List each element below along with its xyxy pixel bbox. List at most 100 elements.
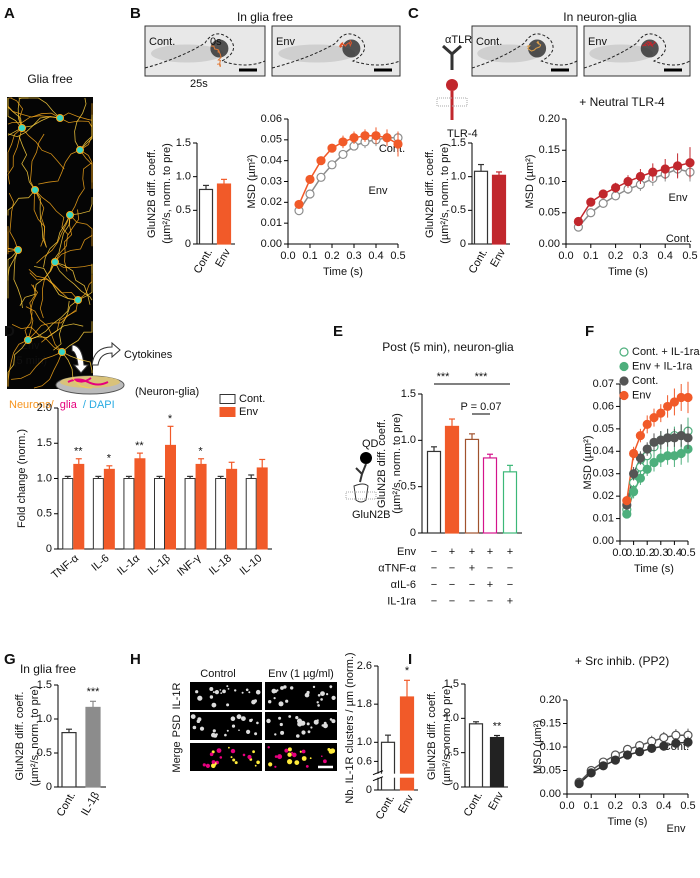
neurite [38, 149, 81, 185]
spot-shadow [278, 44, 356, 63]
point [610, 191, 621, 201]
x-tick-label: Cont. [55, 790, 79, 819]
bar [184, 478, 196, 550]
axis-break-mark [372, 776, 384, 782]
neurite [27, 284, 38, 341]
stain-legend: Neurons/ glia / DAPI [9, 399, 115, 411]
nucleus [14, 246, 22, 254]
panel-title: In neuron-glia [563, 10, 637, 24]
nucleus [31, 186, 39, 194]
y-tick-label: 0.04 [261, 155, 282, 167]
point [635, 453, 646, 463]
y-axis-label: (µm²/s, norm. to pre) [441, 685, 453, 785]
panel-letter: F [585, 323, 594, 340]
cluster [301, 730, 306, 735]
treatment-sign: − [431, 546, 437, 558]
cluster [212, 691, 215, 694]
nucleus [51, 258, 59, 266]
significance: * [168, 413, 173, 425]
cluster [316, 701, 319, 704]
significance: * [405, 665, 410, 677]
point [647, 743, 657, 754]
x-tick-label: 0.1 [584, 800, 599, 812]
cluster [280, 730, 285, 735]
cluster [307, 730, 311, 734]
neurite [18, 97, 61, 119]
treatment-sign: + [487, 546, 493, 558]
y-tick-label: 1.5 [444, 678, 459, 690]
neurite [7, 115, 61, 125]
row-label: Merge [171, 741, 183, 772]
x-tick-label: 0.3 [346, 250, 361, 262]
bar [215, 478, 227, 550]
cluster [209, 687, 214, 691]
bar [154, 478, 165, 550]
y-axis-label: Nb. IL-1R clusters / µm (norm.) [344, 652, 356, 803]
cluster [331, 719, 336, 724]
cluster [316, 719, 319, 722]
point [676, 448, 686, 459]
cluster [285, 699, 289, 703]
cluster [215, 733, 218, 736]
point [649, 457, 659, 468]
cluster [266, 718, 271, 724]
neurite [24, 284, 36, 341]
panel-letter: C [408, 5, 419, 22]
cluster [279, 722, 283, 727]
point [598, 198, 608, 208]
neurite [11, 351, 63, 380]
cluster [197, 695, 203, 701]
y-axis-label: MSD (µm²) [524, 155, 536, 209]
point [683, 737, 693, 747]
cluster [322, 723, 328, 729]
point [683, 433, 693, 443]
row-label: PSD [171, 715, 183, 738]
cluster [254, 764, 257, 767]
legend-label: Env [239, 406, 258, 418]
treatment-sign: − [449, 562, 455, 574]
y-tick-label: 0.06 [593, 400, 614, 412]
series-label: Env [669, 192, 688, 204]
y-tick-label: 0.5 [444, 747, 459, 759]
point [294, 199, 304, 210]
y-tick-label: 0 [46, 781, 52, 793]
cluster [330, 686, 332, 689]
y-tick-label: 0 [460, 238, 466, 250]
treatment-sign: − [449, 595, 455, 607]
neurite [29, 272, 79, 301]
cluster [248, 756, 251, 759]
cluster [245, 688, 249, 692]
y-tick-label: 1.0 [37, 472, 52, 484]
cluster [254, 700, 257, 703]
antibody [355, 463, 367, 483]
cluster [301, 749, 306, 754]
panel-letter: B [130, 5, 141, 22]
point [316, 156, 326, 166]
cluster [287, 759, 293, 765]
point [642, 419, 652, 429]
treatment-sign: − [449, 579, 455, 591]
bar [464, 438, 480, 534]
y-tick-label: 0.10 [540, 741, 561, 753]
treatment-label: αIL-6 [391, 579, 416, 591]
y-tick-label: 1.0 [37, 713, 52, 725]
bar [473, 170, 489, 245]
bar [216, 183, 232, 245]
point [685, 158, 695, 168]
y-tick-label: 0.02 [593, 490, 614, 502]
micrograph-grid [190, 682, 337, 771]
series-label: Cont. [666, 233, 692, 245]
bar [73, 463, 85, 550]
treatment-sign: − [431, 579, 437, 591]
cluster [249, 718, 253, 723]
cluster [199, 726, 205, 731]
spot-shadow [589, 44, 653, 63]
row-label: IL-1R [171, 682, 183, 709]
y-tick-label: 0.06 [261, 113, 282, 125]
cluster [283, 685, 287, 689]
neurite [27, 310, 78, 341]
series-line [577, 162, 691, 222]
column-label: Env (1 µg/ml) [268, 668, 334, 680]
nucleus [76, 146, 84, 154]
point [649, 413, 659, 423]
